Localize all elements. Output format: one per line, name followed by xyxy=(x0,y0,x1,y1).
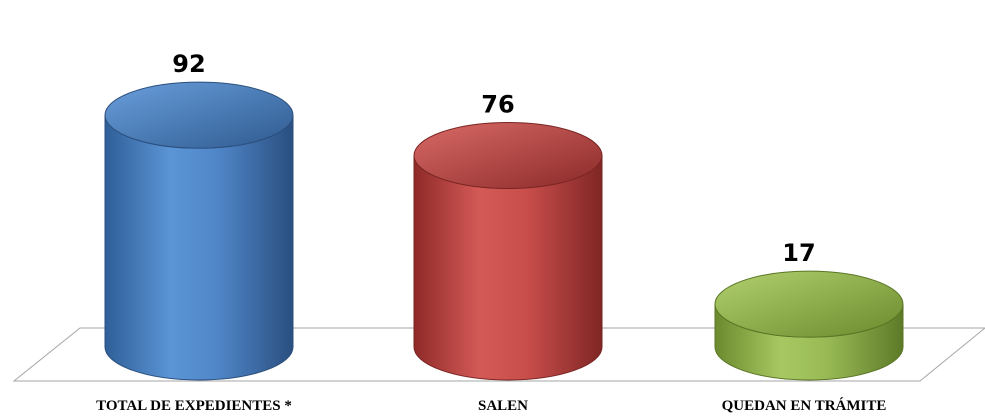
bar-0 xyxy=(104,115,294,381)
bar-1 xyxy=(413,155,603,381)
value-label-0: 92 xyxy=(172,50,205,78)
bar-top-2 xyxy=(714,270,904,338)
value-labels-layer: 92 76 17 xyxy=(172,50,815,267)
category-labels-layer: TOTAL DE EXPEDIENTES * SALEN QUEDAN EN TRÁ… xyxy=(96,397,886,414)
bars-layer xyxy=(104,81,904,381)
category-label-1: SALEN xyxy=(478,398,528,414)
category-label-0: TOTAL DE EXPEDIENTES * xyxy=(96,398,292,414)
bar-top-0 xyxy=(104,81,294,149)
category-label-2: QUEDAN EN TRÁMITE xyxy=(722,397,887,414)
value-label-1: 76 xyxy=(481,90,514,118)
bar-top-1 xyxy=(413,121,603,189)
value-label-2: 17 xyxy=(782,239,815,267)
floor-plane xyxy=(12,327,985,382)
